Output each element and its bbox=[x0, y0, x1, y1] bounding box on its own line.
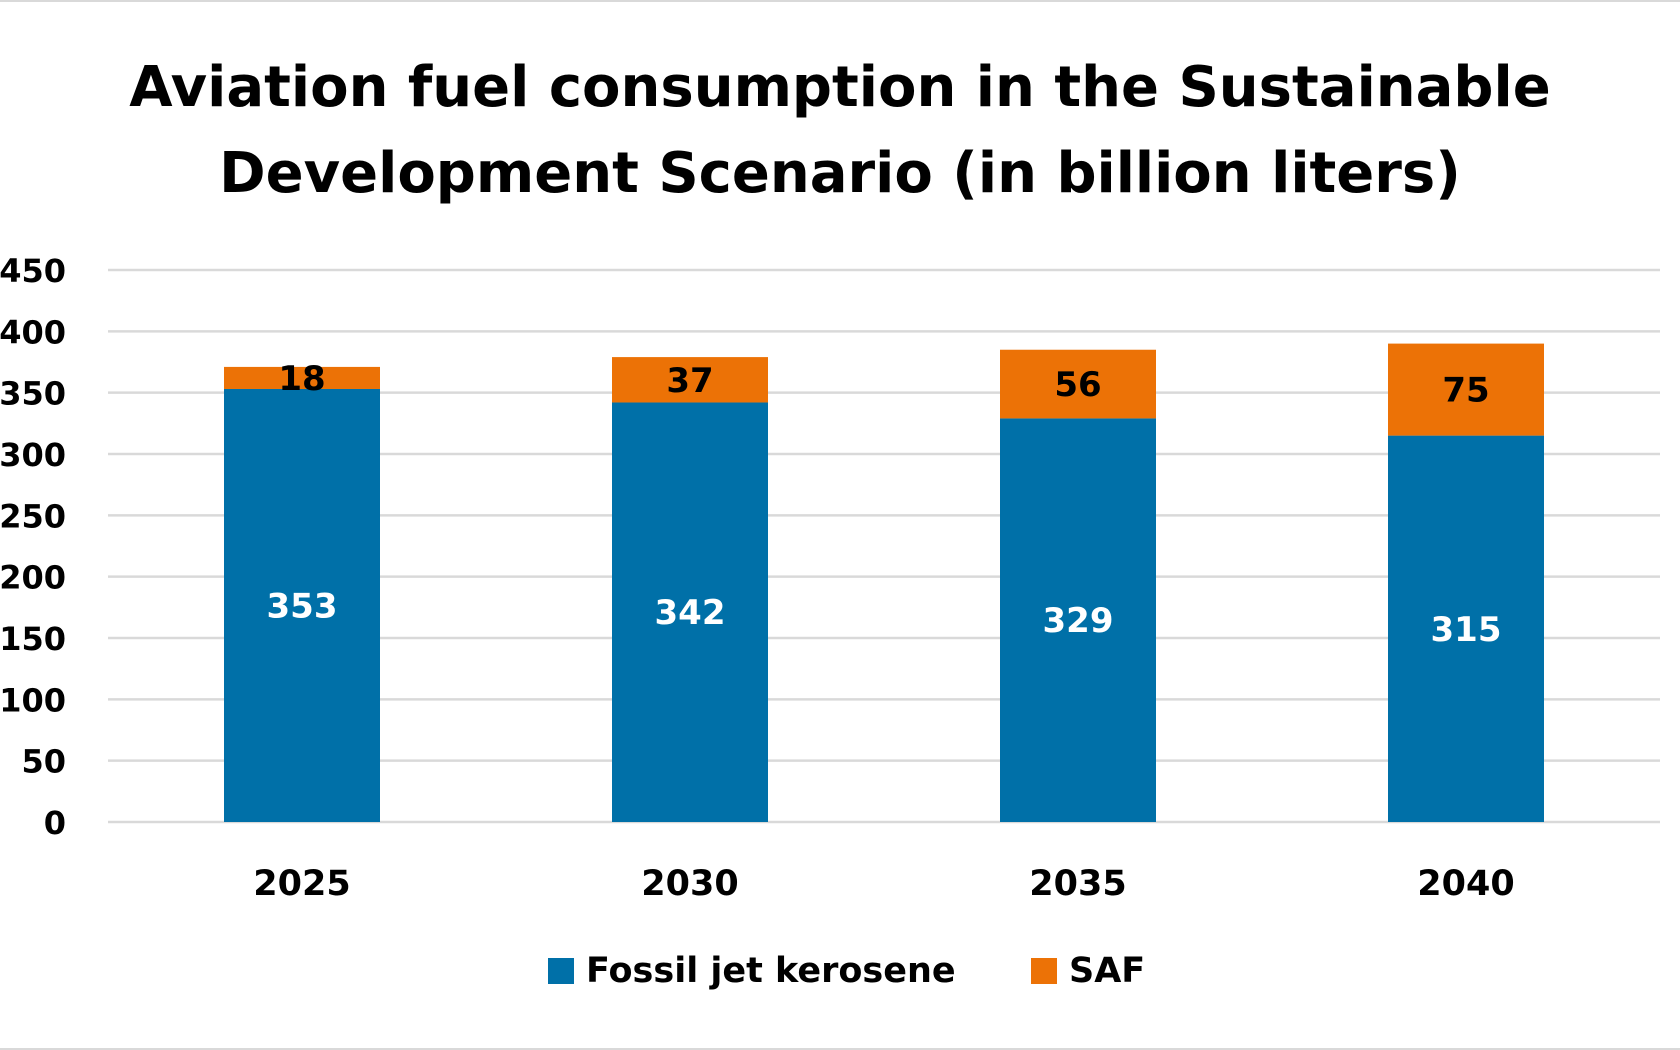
legend-swatch-fossil-jet-kerosene bbox=[548, 958, 574, 984]
bar-fossil-jet-kerosene-2030 bbox=[612, 402, 768, 822]
y-tick-label: 0 bbox=[44, 804, 66, 842]
data-label-saf-2035: 56 bbox=[1054, 365, 1101, 405]
data-label-saf-2030: 37 bbox=[666, 361, 713, 401]
x-category-label-2025: 2025 bbox=[253, 864, 350, 904]
chart-title-line-2: Development Scenario (in billion liters) bbox=[219, 141, 1461, 206]
y-tick-label: 100 bbox=[0, 681, 66, 719]
bar-saf-2030 bbox=[612, 357, 768, 403]
x-category-label-2035: 2035 bbox=[1029, 864, 1126, 904]
bar-saf-2025 bbox=[224, 366, 380, 389]
data-label-saf-2025: 18 bbox=[278, 359, 325, 399]
bar-fossil-jet-kerosene-2035 bbox=[1000, 418, 1156, 822]
legend-swatch-saf bbox=[1031, 958, 1057, 984]
bars bbox=[224, 343, 1544, 822]
y-tick-label: 450 bbox=[0, 252, 66, 290]
bar-saf-2040 bbox=[1388, 343, 1544, 436]
y-axis-tick-labels: 0 50 100 150 200 250 300 350 400 450 bbox=[0, 252, 66, 842]
legend-label-fossil-jet-kerosene: Fossil jet kerosene bbox=[586, 951, 956, 991]
data-label-fossil-jet-kerosene-2035: 329 bbox=[1043, 601, 1114, 641]
data-labels: 353 18 342 37 329 56 315 75 bbox=[267, 359, 1502, 650]
y-tick-label: 50 bbox=[21, 743, 66, 781]
legend-label-saf: SAF bbox=[1069, 951, 1145, 991]
x-category-label-2030: 2030 bbox=[641, 864, 738, 904]
bar-saf-2035 bbox=[1000, 349, 1156, 419]
chart-title: Aviation fuel consumption in the Sustain… bbox=[129, 55, 1550, 206]
y-tick-label: 300 bbox=[0, 436, 66, 474]
y-tick-label: 350 bbox=[0, 375, 66, 413]
data-label-fossil-jet-kerosene-2040: 315 bbox=[1431, 610, 1502, 650]
bar-fossil-jet-kerosene-2040 bbox=[1388, 435, 1544, 822]
y-tick-label: 150 bbox=[0, 620, 66, 658]
y-tick-label: 200 bbox=[0, 559, 66, 597]
x-category-label-2040: 2040 bbox=[1417, 864, 1514, 904]
x-axis-category-labels: 2025 2030 2035 2040 bbox=[253, 864, 1514, 904]
data-label-fossil-jet-kerosene-2025: 353 bbox=[267, 586, 338, 626]
y-tick-label: 250 bbox=[0, 497, 66, 535]
y-tick-label: 400 bbox=[0, 313, 66, 351]
legend: Fossil jet kerosene SAF bbox=[548, 951, 1145, 991]
data-label-saf-2040: 75 bbox=[1442, 371, 1489, 411]
data-label-fossil-jet-kerosene-2030: 342 bbox=[655, 593, 726, 633]
bar-fossil-jet-kerosene-2025 bbox=[224, 388, 380, 822]
chart-title-line-1: Aviation fuel consumption in the Sustain… bbox=[129, 55, 1550, 120]
